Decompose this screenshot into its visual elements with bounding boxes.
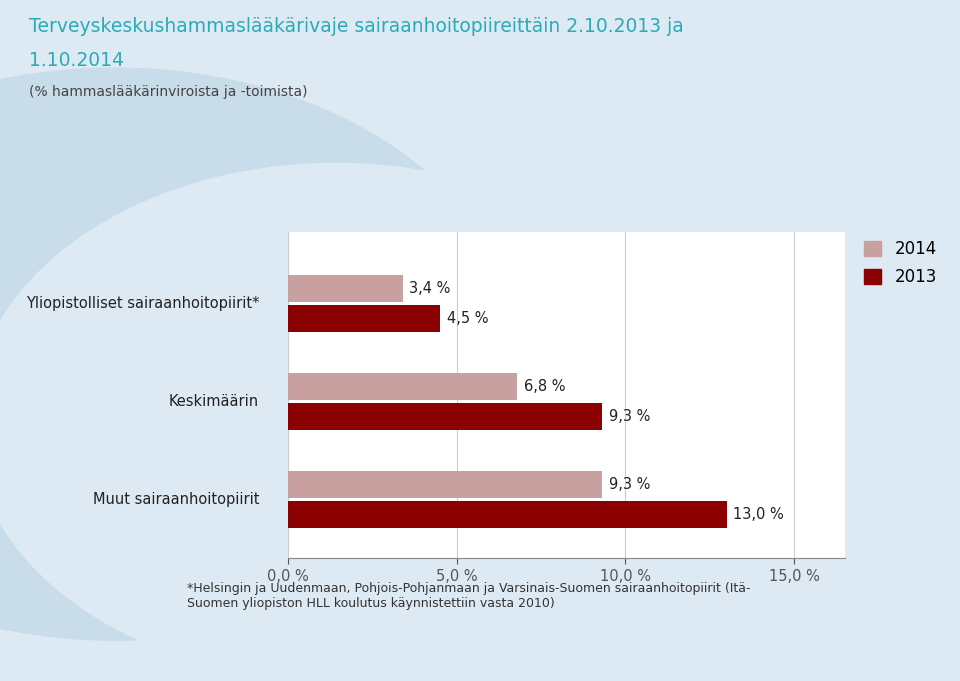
Text: Keskimäärin: Keskimäärin [169, 394, 259, 409]
Text: 3,4 %: 3,4 % [410, 281, 451, 296]
Bar [288, 274, 403, 302]
Text: 1.10.2014: 1.10.2014 [29, 51, 124, 70]
Text: *Helsingin ja Uudenmaan, Pohjois-Pohjanmaan ja Varsinais-Suomen sairaanhoitopiir: *Helsingin ja Uudenmaan, Pohjois-Pohjanm… [187, 582, 751, 610]
Text: (% hammaslääkärinviroista ja -toimista): (% hammaslääkärinviroista ja -toimista) [29, 85, 307, 99]
Text: Muut sairaanhoitopiirit: Muut sairaanhoitopiirit [93, 492, 259, 507]
Text: 9,3 %: 9,3 % [609, 477, 650, 492]
Bar [288, 403, 602, 430]
Bar [288, 471, 602, 498]
Circle shape [0, 163, 701, 681]
Bar [288, 501, 727, 528]
Text: Terveyskeskushammaslääkärivaje sairaanhoitopiireittäin 2.10.2013 ja: Terveyskeskushammaslääkärivaje sairaanho… [29, 17, 684, 36]
Text: 4,5 %: 4,5 % [446, 311, 488, 326]
Bar [288, 305, 440, 332]
Legend: 2014, 2013: 2014, 2013 [864, 240, 937, 286]
Text: Yliopistolliset sairaanhoitopiirit*: Yliopistolliset sairaanhoitopiirit* [26, 296, 259, 311]
Text: 13,0 %: 13,0 % [733, 507, 784, 522]
Circle shape [0, 68, 518, 640]
Bar [288, 373, 517, 400]
Text: 6,8 %: 6,8 % [524, 379, 565, 394]
Text: 9,3 %: 9,3 % [609, 409, 650, 424]
